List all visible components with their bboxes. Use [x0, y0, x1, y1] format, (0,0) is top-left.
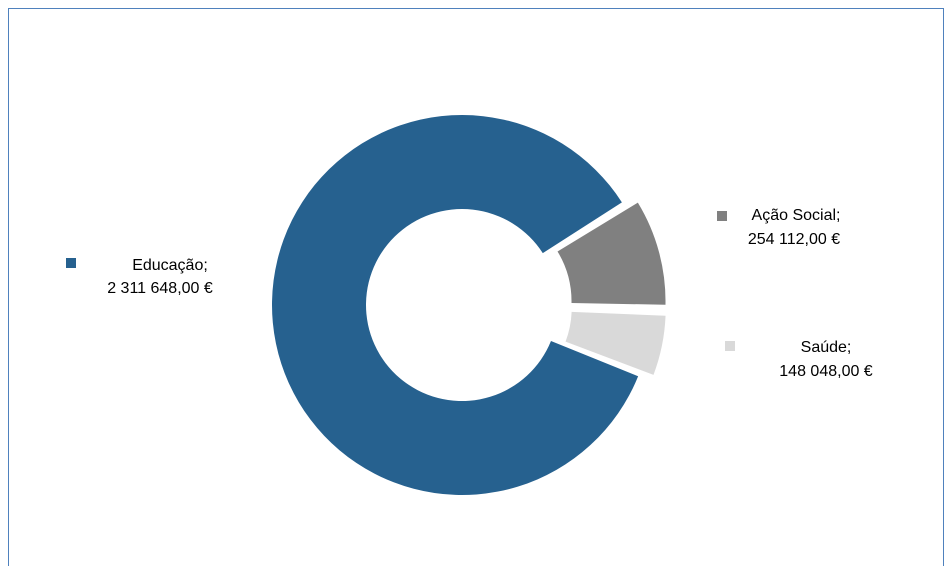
slice-label: Educação; [132, 257, 208, 274]
legend-swatch [725, 341, 735, 351]
donut-slice [565, 311, 666, 375]
donut-slice [272, 115, 639, 495]
value-label: 148 048,00 € [779, 363, 873, 380]
slice-label: Ação Social; [752, 207, 841, 224]
legend-swatch [66, 258, 76, 268]
donut-slice [557, 202, 666, 305]
value-label: 2 311 648,00 € [107, 280, 213, 297]
legend-swatch [717, 211, 727, 221]
slice-label: Saúde; [801, 339, 852, 356]
value-label: 254 112,00 € [748, 231, 840, 248]
